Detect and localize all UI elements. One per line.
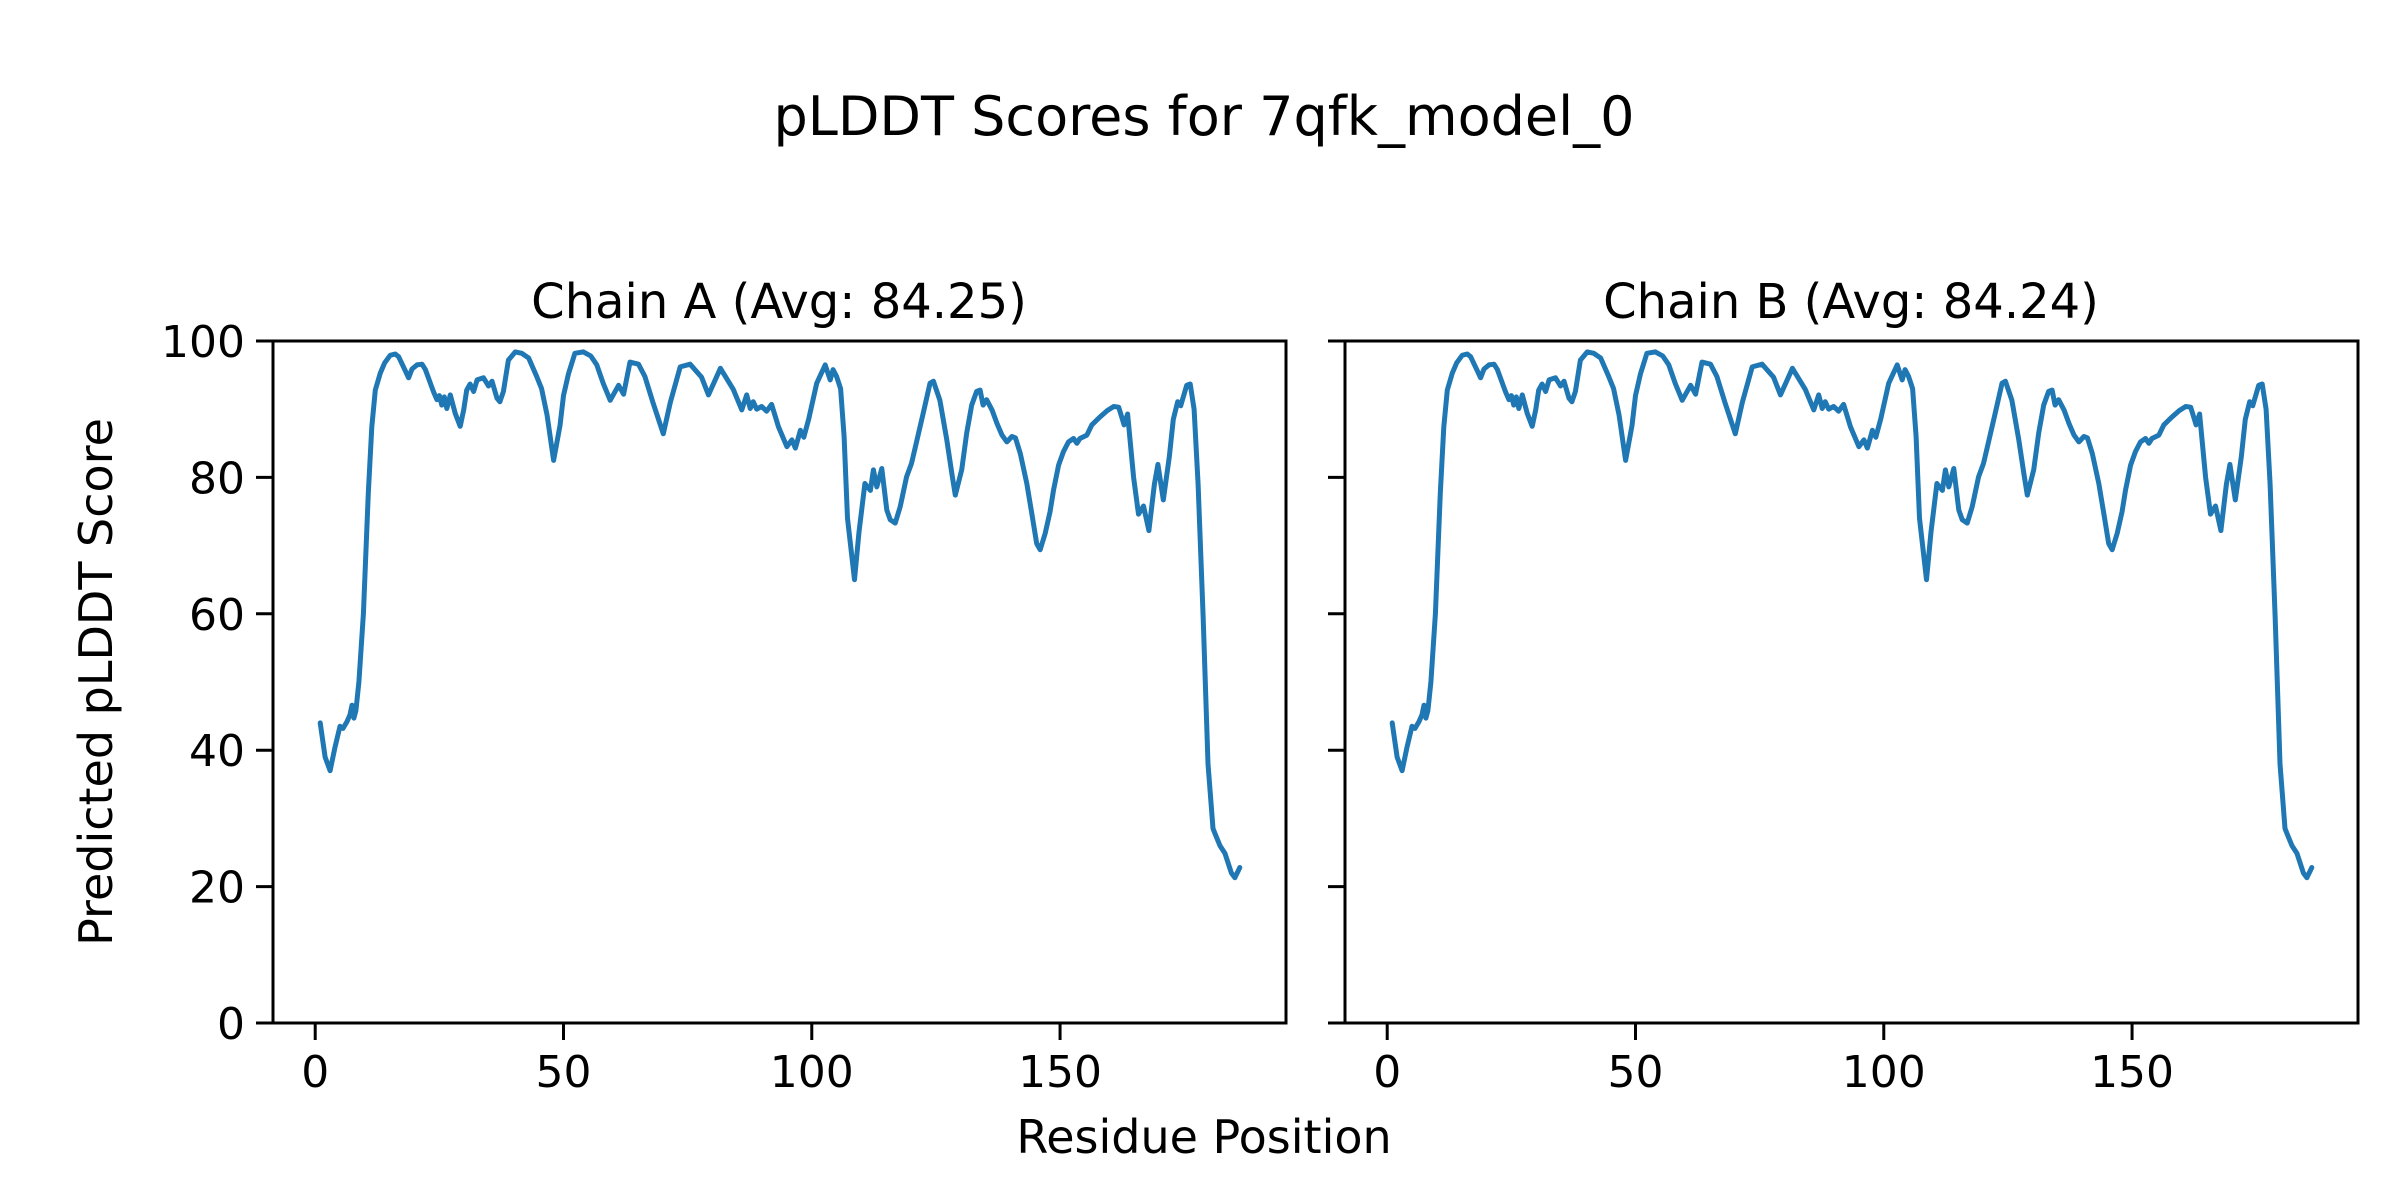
- y-axis-ticks-chain-a: 0 20 40 60 80 100: [161, 317, 273, 1050]
- subplot-chain-b: Chain B (Avg: 84.24) 0 50 100 150: [1328, 274, 2360, 1098]
- y-tick-label: 20: [189, 863, 245, 914]
- x-axis-ticks-chain-a: 0 50 100 150: [301, 1023, 1102, 1098]
- y-tick-label: 60: [189, 590, 245, 641]
- x-tick-label: 0: [301, 1047, 329, 1098]
- x-tick-label: 100: [1842, 1047, 1926, 1098]
- figure-title: pLDDT Scores for 7qfk_model_0: [773, 85, 1634, 148]
- x-tick-label: 50: [535, 1047, 591, 1098]
- x-tick-label: 100: [770, 1047, 854, 1098]
- y-tick-label: 0: [217, 999, 245, 1050]
- y-tick-label: 100: [161, 317, 245, 368]
- x-tick-label: 0: [1373, 1047, 1401, 1098]
- y-tick-label: 40: [189, 726, 245, 777]
- y-axis-label: Predicted pLDDT Score: [69, 418, 123, 946]
- x-tick-label: 150: [1018, 1047, 1102, 1098]
- y-axis-ticks-chain-b: [1328, 339, 1345, 1025]
- subplot-title-chain-a: Chain A (Avg: 84.25): [531, 274, 1027, 330]
- subplot-title-chain-b: Chain B (Avg: 84.24): [1603, 274, 2099, 330]
- y-tick-label: 80: [189, 453, 245, 504]
- plddt-line-chain-a: [317, 349, 1243, 881]
- plddt-line-chain-b: [1389, 349, 2315, 881]
- x-tick-label: 150: [2090, 1047, 2174, 1098]
- x-axis-ticks-chain-b: 0 50 100 150: [1373, 1023, 2174, 1098]
- axes-frame-chain-b: [1343, 339, 2360, 1025]
- subplot-chain-a: Chain A (Avg: 84.25) 0 50 100 150 0 20 40 60 80…: [161, 274, 1288, 1098]
- x-axis-label: Residue Position: [1016, 1110, 1391, 1164]
- axes-frame-chain-a: [271, 339, 1288, 1025]
- x-tick-label: 50: [1607, 1047, 1663, 1098]
